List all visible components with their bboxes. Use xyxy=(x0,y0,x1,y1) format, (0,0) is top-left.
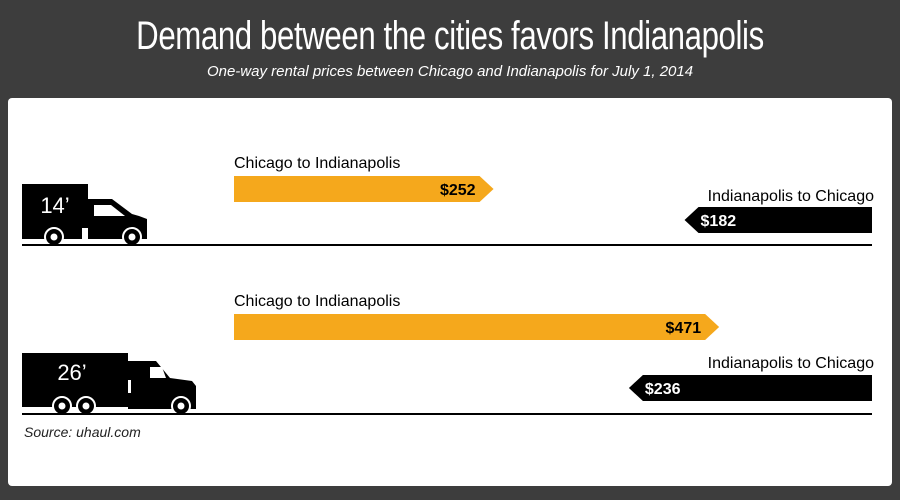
value-label-chicago-to-indianapolis-26: $471 xyxy=(666,320,702,337)
legend-indianapolis-to-chicago-26: Indianapolis to Chicago xyxy=(708,355,874,372)
truck-14-icon xyxy=(22,184,147,247)
value-label-chicago-to-indianapolis-14: $252 xyxy=(440,182,476,199)
chart-subtitle: One-way rental prices between Chicago an… xyxy=(206,63,694,80)
legend-chicago-to-indianapolis-14: Chicago to Indianapolis xyxy=(234,155,400,172)
bar-chicago-to-indianapolis-26 xyxy=(234,314,720,340)
chart-title: Demand between the cities favors Indiana… xyxy=(136,14,764,58)
truck-size-label-26: 26’ xyxy=(57,360,86,385)
legend-indianapolis-to-chicago-14: Indianapolis to Chicago xyxy=(708,188,874,205)
bar-indianapolis-to-chicago-26 xyxy=(628,375,872,401)
bar-indianapolis-to-chicago-14 xyxy=(684,207,872,233)
truck-size-label-14: 14’ xyxy=(40,193,69,218)
source-note: Source: uhaul.com xyxy=(24,424,141,440)
value-label-indianapolis-to-chicago-26: $236 xyxy=(645,381,681,398)
bar-chicago-to-indianapolis-14 xyxy=(234,176,494,202)
legend-chicago-to-indianapolis-26: Chicago to Indianapolis xyxy=(234,293,400,310)
chart-svg: 14’ Chicago to Indianapolis $252 Indiana… xyxy=(22,155,874,416)
truck-26-icon xyxy=(22,353,196,416)
chart-panel: 14’ Chicago to Indianapolis $252 Indiana… xyxy=(8,98,892,486)
value-label-indianapolis-to-chicago-14: $182 xyxy=(701,213,737,230)
